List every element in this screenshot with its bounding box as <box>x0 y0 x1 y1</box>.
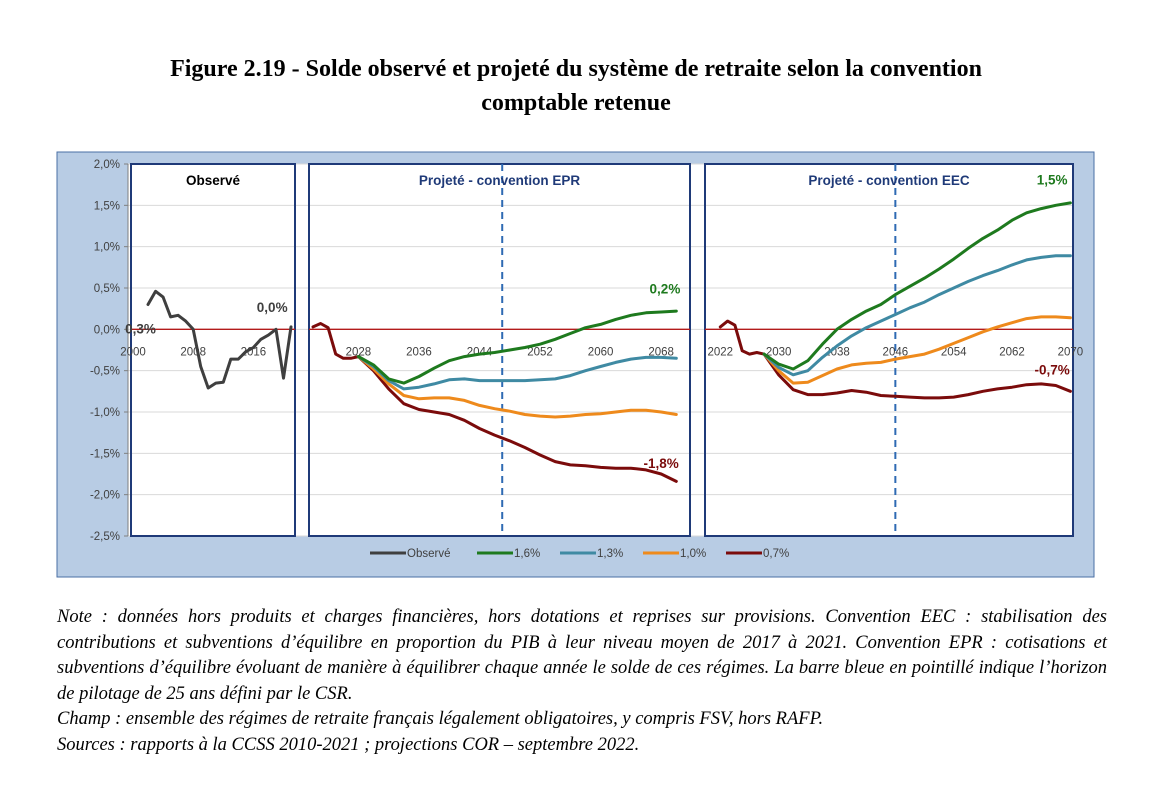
x-tick-label: 2022 <box>707 346 733 358</box>
figure-title-line2: comptable retenue <box>481 90 671 116</box>
x-tick-label: 2046 <box>883 346 909 358</box>
series-line-s10 <box>356 355 678 419</box>
sources-text: Sources : rapports à la CCSS 2010-2021 ;… <box>57 734 640 755</box>
x-tick-label: 2008 <box>180 346 206 358</box>
x-tick-label: 2062 <box>999 346 1025 358</box>
y-tick-label: 1,0% <box>94 242 120 254</box>
x-tick-label: 2060 <box>588 346 614 358</box>
data-label: 0,0% <box>257 300 288 315</box>
legend-label-s10: 1,0% <box>680 548 706 560</box>
data-label: -1,8% <box>644 456 679 471</box>
chart-svg: 2,0% 1,5% 1,0% 0,5% 0,0% -0,5% -1,0% -1,5% -2,0%… <box>56 151 1095 578</box>
y-tick-label: 2,0% <box>94 159 120 171</box>
y-tick-label: 0,0% <box>94 324 120 336</box>
legend-label-s13: 1,3% <box>597 548 623 560</box>
x-tick-label: 2054 <box>941 346 967 358</box>
series-line-s07 <box>718 319 1072 400</box>
data-label: 0,3% <box>125 321 156 336</box>
x-tick-label: 2070 <box>1058 346 1084 358</box>
series-line-s16 <box>762 201 1072 371</box>
series-line-s07 <box>311 322 678 483</box>
series-line-s13 <box>762 254 1072 377</box>
series-line-observe <box>146 289 293 390</box>
series-line-s16 <box>356 309 678 385</box>
y-tick-label: -0,5% <box>90 366 120 378</box>
legend-label-s07: 0,7% <box>763 548 789 560</box>
legend-label-observe: Observé <box>407 548 450 560</box>
x-tick-label: 2052 <box>527 346 553 358</box>
note-text: Note : données hors produits et charges … <box>57 607 1107 704</box>
figure-title: Figure 2.19 - Solde observé et projeté d… <box>60 52 1092 120</box>
series-line-s10 <box>762 315 1072 385</box>
panel-eec-label: Projeté - convention EEC <box>808 173 970 188</box>
figure-note: Note : données hors produits et charges … <box>57 605 1107 758</box>
x-tick-label: 2068 <box>648 346 674 358</box>
panel-observe-label: Observé <box>186 173 241 188</box>
y-tick-label: 1,5% <box>94 200 120 212</box>
y-tick-label: -1,5% <box>90 448 120 460</box>
x-tick-label: 2028 <box>346 346 372 358</box>
plot-area <box>128 164 1073 536</box>
y-tick-label: 0,5% <box>94 283 120 295</box>
panel-eec-box <box>704 163 1074 537</box>
x-tick-label: 2016 <box>241 346 267 358</box>
legend-label-s16: 1,6% <box>514 548 540 560</box>
x-tick-label: 2036 <box>406 346 432 358</box>
data-label: 1,5% <box>1037 173 1068 188</box>
panel-epr-label: Projeté - convention EPR <box>419 173 581 188</box>
x-tick-label: 2030 <box>766 346 792 358</box>
scope-text: Champ : ensemble des régimes de retraite… <box>57 709 824 729</box>
panel-observe-box <box>130 163 296 537</box>
panel-epr-box <box>308 163 691 537</box>
y-tick-label: -2,5% <box>90 531 120 543</box>
y-tick-label: -1,0% <box>90 407 120 419</box>
data-label: 0,2% <box>650 282 681 297</box>
data-label: -0,7% <box>1035 363 1070 378</box>
figure-title-line1: Figure 2.19 - Solde observé et projeté d… <box>170 56 982 82</box>
y-tick-label: -2,0% <box>90 490 120 502</box>
x-tick-label: 2000 <box>120 346 146 358</box>
series-line-s13 <box>356 355 678 391</box>
